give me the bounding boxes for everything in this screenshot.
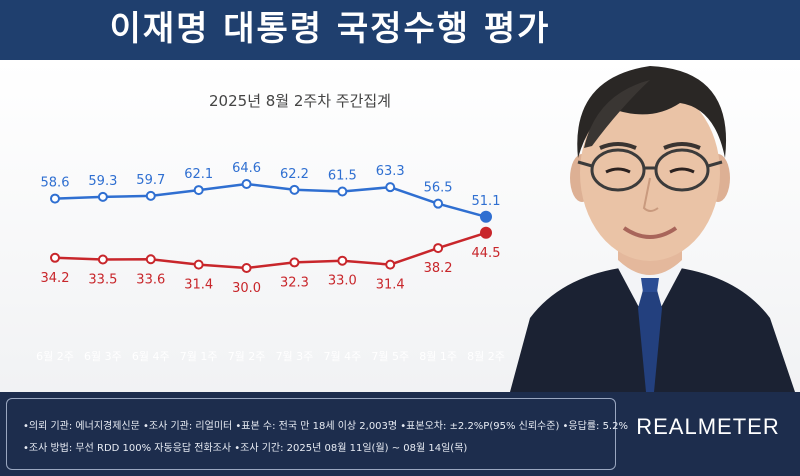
series-0-label-9: 51.1 xyxy=(472,194,501,209)
series-1-label-9: 44.5 xyxy=(472,246,501,261)
x-tick-label-5: 7월 3주 xyxy=(276,350,314,363)
x-tick-label-8: 8월 1주 xyxy=(419,350,457,363)
series-1-point-1 xyxy=(97,254,108,265)
series-0-label-5: 62.2 xyxy=(280,167,309,182)
series-1-point-2 xyxy=(145,254,156,265)
series-0-label-2: 59.7 xyxy=(136,173,165,188)
series-1-point-9 xyxy=(480,226,492,239)
realmeter-logo: REALMETER xyxy=(636,414,780,439)
survey-info-line-2: •조사 방법: 무선 RDD 100% 자동응답 전화조사 •조사 기간: 20… xyxy=(23,443,468,454)
series-0-point-5 xyxy=(289,184,300,195)
series-1-label-6: 33.0 xyxy=(328,274,357,289)
approval-line-chart: 2025년 8월 2주차 주간집계 58.6 59.3 59.7 62.1 64.6 62… xyxy=(36,92,505,363)
series-1-point-3 xyxy=(193,259,204,270)
president-portrait xyxy=(510,66,795,392)
header-bar: 이재명 대통령 국정수행 평가 xyxy=(0,0,800,60)
series-1-point-4 xyxy=(241,263,252,273)
series-0-point-4 xyxy=(241,179,252,189)
series-1-point-6 xyxy=(337,255,348,266)
page-title: 이재명 대통령 국정수행 평가 xyxy=(109,9,551,49)
survey-info-line-1: •의뢰 기관: 에너지경제신문 •조사 기관: 리얼미터 •표본 수: 전국 만… xyxy=(23,421,628,432)
series-1-point-8 xyxy=(433,243,444,254)
series-0-label-1: 59.3 xyxy=(88,174,117,189)
series-0-point-3 xyxy=(193,185,204,196)
series-1-label-8: 38.2 xyxy=(424,261,453,276)
series-1-label-2: 33.6 xyxy=(136,272,165,287)
series-1-label-4: 30.0 xyxy=(232,281,261,296)
series-0-point-6 xyxy=(337,186,348,197)
chart-title: 2025년 8월 2주차 주간집계 xyxy=(209,92,391,110)
series-0-label-7: 63.3 xyxy=(376,164,405,179)
series-0-point-1 xyxy=(97,191,108,202)
series-1-label-0: 34.2 xyxy=(41,271,70,286)
series-0-line xyxy=(54,182,487,219)
series-0-point-7 xyxy=(385,182,396,193)
series-1-label-3: 31.4 xyxy=(184,278,213,293)
series-0-point-9 xyxy=(480,210,492,223)
series-0-label-6: 61.5 xyxy=(328,169,357,184)
series-1-point-7 xyxy=(385,259,396,270)
x-tick-label-1: 6월 3주 xyxy=(84,350,122,363)
series-0-point-2 xyxy=(145,190,156,201)
series-0-point-0 xyxy=(50,193,60,204)
series-1-label-5: 32.3 xyxy=(280,275,309,290)
series-0-label-0: 58.6 xyxy=(41,176,70,191)
footer-bar: •의뢰 기관: 에너지경제신문 •조사 기관: 리얼미터 •표본 수: 전국 만… xyxy=(0,392,800,476)
series-1-point-0 xyxy=(50,252,60,263)
survey-info-box: •의뢰 기관: 에너지경제신문 •조사 기관: 리얼미터 •표본 수: 전국 만… xyxy=(6,398,628,470)
series-1-point-5 xyxy=(289,257,300,268)
series-0-label-4: 64.6 xyxy=(232,161,261,176)
series-1-label-1: 33.5 xyxy=(88,273,117,288)
series-1-line xyxy=(54,231,487,270)
x-tick-label-9: 8월 2주 xyxy=(467,350,505,363)
x-tick-label-7: 7월 5주 xyxy=(371,350,409,363)
series-0-label-3: 62.1 xyxy=(184,167,213,182)
x-tick-label-4: 7월 2주 xyxy=(228,350,266,363)
x-tick-label-0: 6월 2주 xyxy=(36,350,74,363)
series-1-label-7: 31.4 xyxy=(376,278,405,293)
series-0-point-8 xyxy=(433,198,444,209)
series-0-label-8: 56.5 xyxy=(424,181,453,196)
x-tick-label-6: 7월 4주 xyxy=(323,350,361,363)
x-tick-label-2: 6월 4주 xyxy=(132,350,170,363)
x-tick-label-3: 7월 1주 xyxy=(180,350,218,363)
